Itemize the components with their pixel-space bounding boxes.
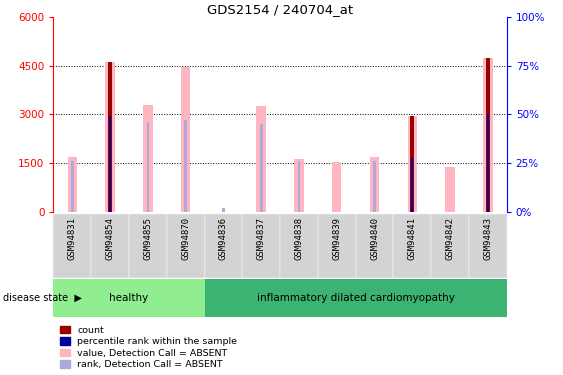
Bar	[143, 105, 153, 212]
Bar	[298, 161, 300, 212]
Legend: count, percentile rank within the sample, value, Detection Call = ABSENT, rank, : count, percentile rank within the sample…	[56, 322, 241, 373]
Text: disease state  ▶: disease state ▶	[3, 293, 82, 303]
Bar	[280, 214, 318, 278]
Bar	[431, 214, 469, 278]
Bar	[410, 116, 414, 212]
Bar	[204, 279, 507, 317]
Bar	[487, 114, 489, 212]
Text: GSM94843: GSM94843	[483, 217, 492, 260]
Text: GSM94831: GSM94831	[68, 217, 77, 260]
Bar	[204, 214, 242, 278]
Bar	[373, 161, 376, 212]
Bar	[356, 214, 394, 278]
Bar	[71, 161, 74, 212]
Bar	[412, 157, 413, 212]
Text: GSM94840: GSM94840	[370, 217, 379, 260]
Bar	[486, 57, 490, 212]
Title: GDS2154 / 240704_at: GDS2154 / 240704_at	[207, 3, 353, 16]
Text: GSM94854: GSM94854	[106, 217, 115, 260]
Bar	[469, 214, 507, 278]
Text: GSM94837: GSM94837	[257, 217, 266, 260]
Bar	[294, 159, 303, 212]
Text: GSM94855: GSM94855	[144, 217, 153, 260]
Bar	[394, 214, 431, 278]
Bar	[129, 214, 167, 278]
Text: GSM94842: GSM94842	[445, 217, 454, 260]
Bar	[109, 116, 111, 212]
Text: GSM94870: GSM94870	[181, 217, 190, 260]
Bar	[332, 162, 342, 212]
Bar	[260, 124, 262, 212]
Text: healthy: healthy	[109, 293, 149, 303]
Bar	[257, 106, 266, 212]
Bar	[53, 214, 91, 278]
Bar	[370, 157, 379, 212]
Bar	[108, 62, 112, 212]
Text: GSM94836: GSM94836	[219, 217, 228, 260]
Bar	[91, 214, 129, 278]
Bar	[242, 214, 280, 278]
Bar	[318, 214, 356, 278]
Bar	[68, 157, 77, 212]
Bar	[53, 279, 204, 317]
Bar	[146, 122, 149, 212]
Bar	[222, 208, 225, 212]
Bar	[445, 167, 455, 212]
Text: GSM94841: GSM94841	[408, 217, 417, 260]
Bar	[408, 116, 417, 212]
Text: GSM94839: GSM94839	[332, 217, 341, 260]
Bar	[181, 67, 190, 212]
Bar	[105, 62, 115, 212]
Bar	[167, 214, 204, 278]
Text: GSM94838: GSM94838	[294, 217, 303, 260]
Bar	[184, 120, 187, 212]
Bar	[483, 57, 493, 212]
Text: inflammatory dilated cardiomyopathy: inflammatory dilated cardiomyopathy	[257, 293, 454, 303]
